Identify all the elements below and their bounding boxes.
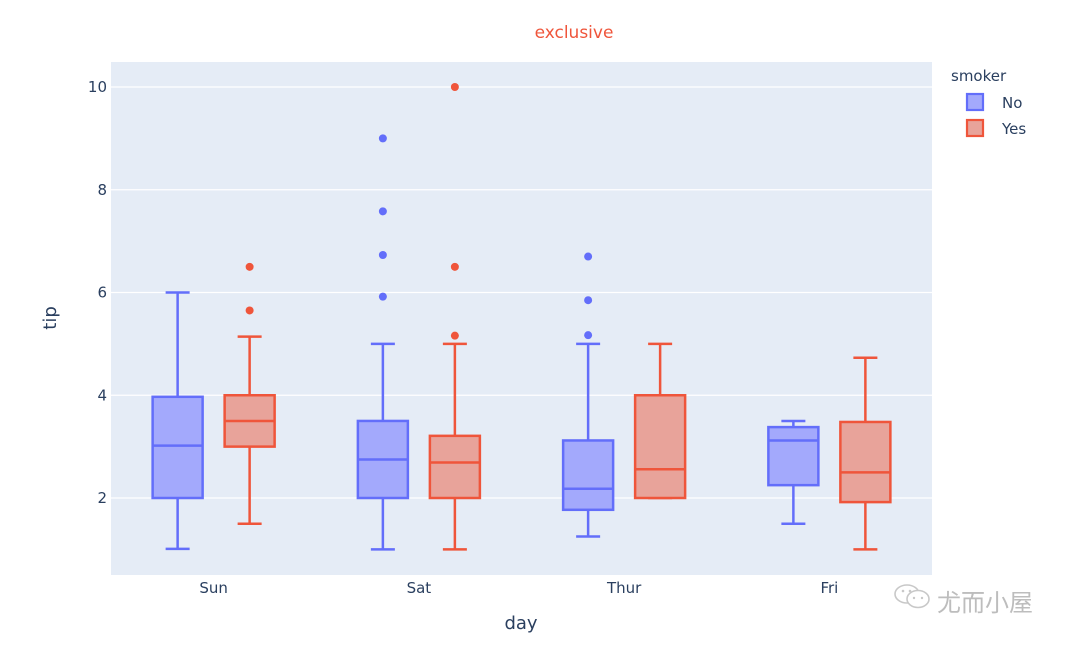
x-axis-ticks: Sun Sat Thur Fri: [199, 579, 838, 597]
outlier-point: [450, 331, 459, 340]
box-no-sat: [356, 134, 410, 551]
x-tick-label: Sat: [407, 579, 432, 597]
iqr-box: [767, 425, 820, 487]
outlier-point: [450, 262, 459, 271]
box-yes-sun: [223, 262, 276, 525]
watermark-text: 尤而小屋: [937, 588, 1033, 617]
legend-swatch: [965, 92, 985, 112]
outlier-point: [378, 134, 387, 143]
outlier-point: [584, 252, 593, 261]
y-axis-ticks: 2 4 6 8 10: [88, 78, 107, 507]
outlier-point: [378, 292, 387, 301]
x-axis-title: day: [504, 613, 537, 634]
box-yes-thur: [633, 342, 687, 500]
outlier-point: [245, 262, 254, 271]
y-tick-label: 4: [97, 386, 107, 404]
iqr-box: [561, 439, 615, 512]
plot-background: [111, 62, 932, 575]
box-yes-sat: [428, 83, 482, 551]
watermark: 尤而小屋: [893, 582, 1033, 618]
outlier-point: [450, 83, 459, 91]
outlier-point: [584, 331, 593, 340]
y-tick-label: 2: [97, 489, 107, 507]
box-no-thur: [561, 252, 615, 538]
outlier-point: [378, 207, 387, 216]
outlier-point: [584, 296, 593, 305]
x-tick-label: Thur: [606, 579, 642, 597]
iqr-box: [633, 394, 687, 500]
iqr-box: [151, 395, 204, 500]
legend-item-no[interactable]: No: [965, 92, 1022, 112]
x-tick-label: Sun: [199, 579, 228, 597]
series-no: [151, 134, 820, 551]
iqr-box: [839, 420, 892, 504]
x-tick-label: Fri: [820, 579, 838, 597]
y-tick-label: 6: [97, 284, 107, 302]
legend-label: No: [1002, 94, 1022, 112]
legend-label: Yes: [1001, 120, 1026, 138]
y-tick-label: 8: [97, 181, 107, 199]
series-yes: [223, 83, 892, 551]
outlier-point: [245, 306, 254, 315]
box-plots: [151, 83, 892, 551]
box-yes-fri: [839, 356, 892, 551]
box-no-sun: [151, 291, 204, 551]
y-axis-title: tip: [40, 306, 61, 329]
outlier-point: [378, 250, 387, 259]
legend-item-yes[interactable]: Yes: [965, 118, 1026, 138]
wechat-icon: [893, 582, 933, 618]
legend-title: smoker: [951, 67, 1007, 85]
legend: smoker No Yes: [951, 67, 1026, 138]
iqr-box: [428, 434, 482, 500]
box-no-fri: [767, 419, 820, 525]
y-tick-label: 10: [88, 78, 107, 96]
legend-swatch: [965, 118, 985, 138]
chart-title: exclusive: [535, 23, 614, 43]
